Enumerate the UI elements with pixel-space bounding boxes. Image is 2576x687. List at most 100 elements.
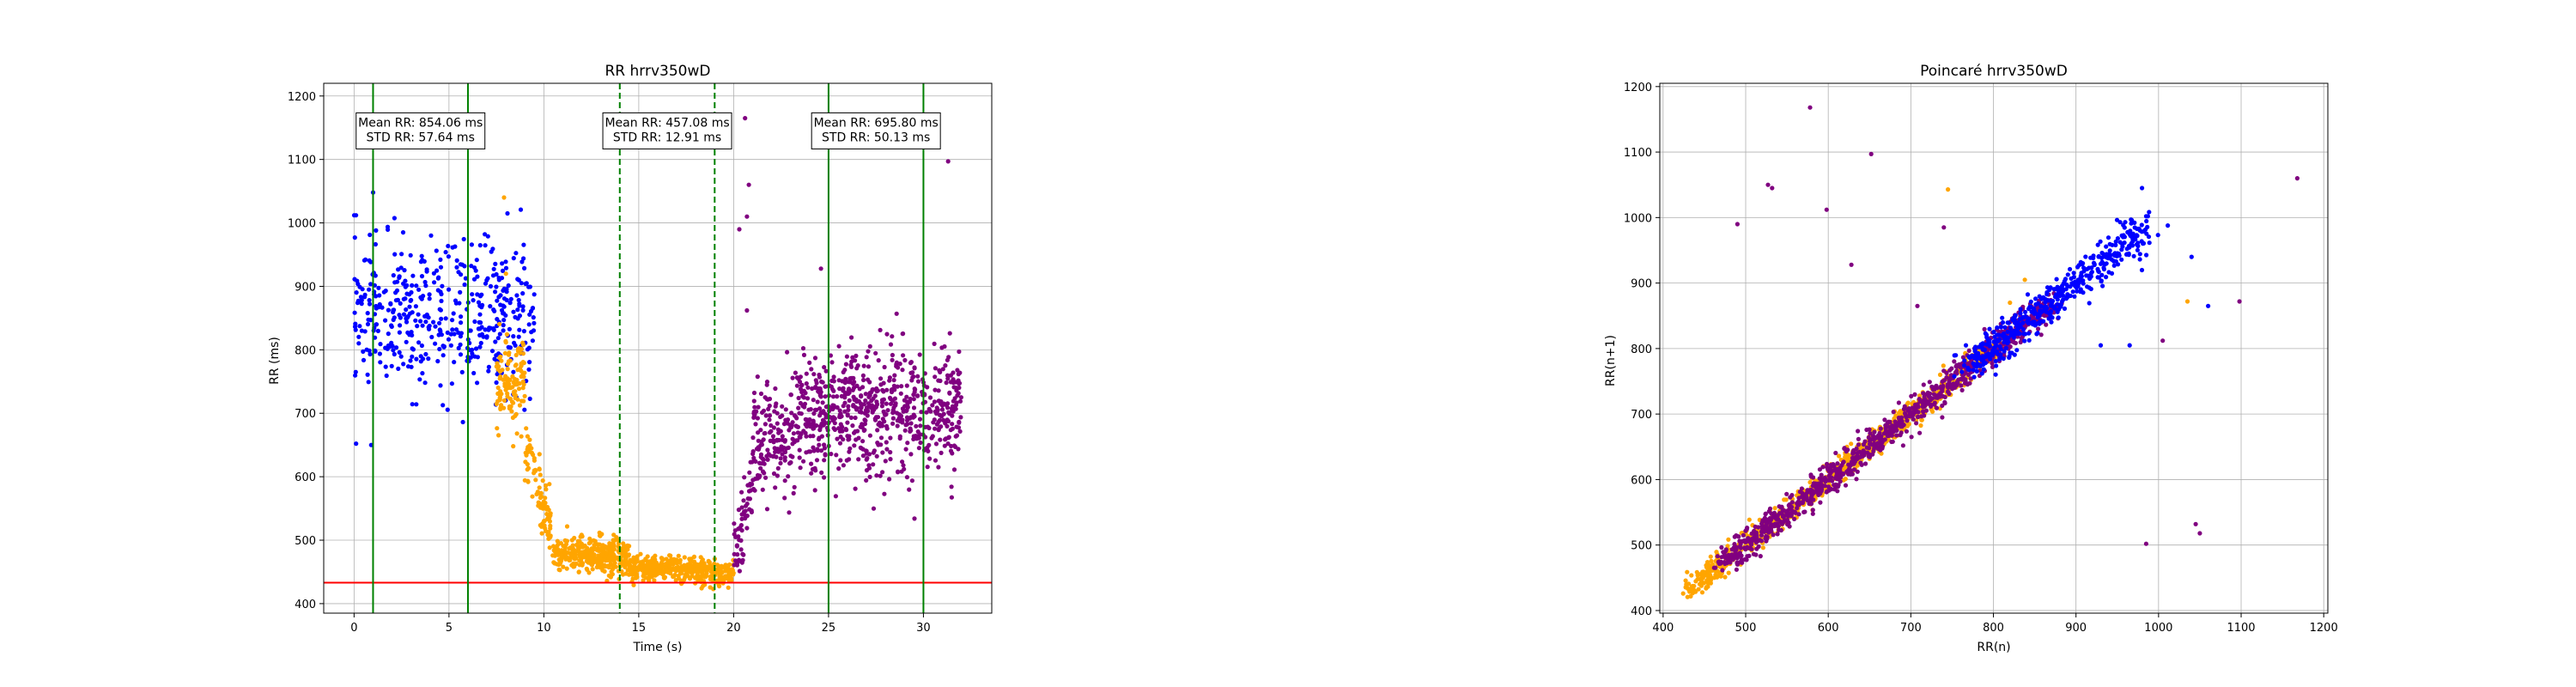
data-point	[759, 461, 765, 466]
data-point	[750, 477, 756, 483]
data-point	[888, 401, 894, 406]
data-point	[739, 560, 744, 565]
data-point	[1941, 378, 1947, 383]
data-point	[924, 410, 929, 415]
stats-annotation-box	[811, 112, 941, 149]
data-point	[2005, 329, 2010, 334]
data-point	[1896, 400, 1901, 405]
data-point	[428, 233, 434, 238]
data-point	[495, 372, 500, 377]
data-point	[1753, 536, 1758, 542]
data-point	[626, 552, 632, 557]
data-point	[717, 569, 723, 575]
data-point	[876, 358, 881, 363]
data-point	[816, 436, 822, 442]
data-point	[866, 349, 871, 354]
data-point	[767, 430, 773, 435]
data-point	[933, 374, 938, 380]
data-point	[448, 331, 454, 337]
data-point	[2089, 265, 2094, 271]
data-point	[519, 434, 524, 439]
data-point	[2087, 285, 2092, 290]
data-point	[1966, 361, 1971, 366]
data-point	[1925, 400, 1930, 405]
data-point	[835, 436, 840, 441]
data-point	[1808, 474, 1814, 479]
data-point	[537, 467, 542, 472]
data-point	[901, 331, 906, 337]
data-point	[858, 401, 864, 406]
data-point	[404, 307, 409, 313]
data-point	[1747, 517, 1752, 522]
data-point	[845, 412, 850, 417]
data-point	[2008, 300, 2013, 306]
data-point	[1768, 523, 1773, 528]
data-point	[498, 293, 503, 298]
data-point	[389, 363, 394, 368]
data-point	[1775, 532, 1780, 537]
data-point	[525, 467, 530, 472]
data-point	[831, 374, 836, 380]
data-point	[641, 559, 646, 564]
data-point	[797, 380, 803, 385]
data-point	[1929, 402, 1934, 407]
data-point	[951, 385, 957, 390]
data-point	[517, 301, 522, 307]
data-point	[2060, 286, 2065, 291]
data-point	[1854, 454, 1859, 460]
data-point	[1771, 532, 1776, 538]
data-point	[740, 551, 745, 556]
data-point	[1980, 346, 1985, 351]
data-point	[1805, 489, 1810, 495]
data-point	[1771, 514, 1777, 520]
data-point	[510, 374, 515, 379]
data-point	[522, 265, 527, 271]
data-point	[405, 364, 411, 369]
data-point	[1732, 554, 1737, 560]
data-point	[414, 356, 419, 362]
data-point	[354, 213, 359, 218]
poincare-chart-xlabel: RR(n)	[1977, 641, 2010, 654]
data-point	[365, 372, 370, 377]
data-point	[933, 387, 938, 392]
data-point	[1878, 447, 1883, 453]
data-point	[469, 264, 474, 269]
data-point	[1760, 545, 1765, 550]
data-point	[2026, 316, 2032, 321]
data-point	[648, 573, 654, 578]
data-point	[507, 301, 513, 306]
data-point	[775, 465, 781, 471]
data-point	[424, 269, 429, 274]
data-point	[678, 571, 684, 576]
data-point	[927, 442, 932, 447]
data-point	[708, 585, 713, 590]
data-point	[1941, 383, 1946, 388]
data-point	[1937, 372, 1943, 377]
data-point	[2026, 337, 2032, 343]
data-point	[932, 417, 937, 423]
data-point	[659, 556, 665, 562]
data-point	[750, 482, 755, 487]
data-point	[756, 445, 761, 450]
data-point	[2104, 275, 2109, 280]
data-point	[508, 404, 513, 409]
data-point	[1910, 405, 1915, 410]
data-point	[503, 259, 508, 264]
data-point	[890, 416, 896, 421]
data-point	[634, 556, 640, 562]
data-point	[520, 351, 526, 356]
data-point	[785, 350, 790, 355]
data-point	[933, 426, 938, 431]
data-point	[943, 437, 948, 442]
data-point	[1955, 380, 1960, 386]
data-point	[926, 448, 931, 454]
data-point	[758, 452, 764, 458]
data-point	[2054, 277, 2059, 282]
data-point	[1834, 473, 1839, 478]
data-point	[734, 562, 740, 568]
data-point	[2098, 239, 2103, 244]
data-point	[726, 585, 731, 590]
data-point	[518, 207, 524, 212]
data-point	[653, 558, 658, 563]
data-point	[2137, 257, 2142, 262]
